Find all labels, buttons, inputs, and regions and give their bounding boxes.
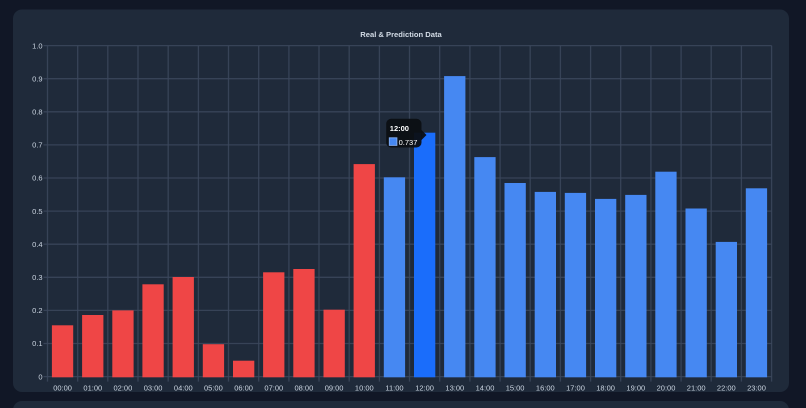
svg-text:23:00: 23:00 [747, 384, 766, 393]
svg-text:05:00: 05:00 [204, 384, 223, 393]
svg-text:14:00: 14:00 [476, 384, 495, 393]
svg-text:0.7: 0.7 [32, 141, 42, 150]
svg-text:01:00: 01:00 [83, 384, 102, 393]
svg-text:21:00: 21:00 [687, 384, 706, 393]
svg-text:18:00: 18:00 [596, 384, 615, 393]
svg-text:16:00: 16:00 [536, 384, 555, 393]
svg-text:09:00: 09:00 [325, 384, 344, 393]
svg-text:17:00: 17:00 [566, 384, 585, 393]
svg-text:0.5: 0.5 [32, 207, 42, 216]
svg-text:11:00: 11:00 [385, 384, 403, 393]
svg-text:Real & Prediction Data: Real & Prediction Data [360, 30, 442, 39]
svg-text:12:00: 12:00 [390, 124, 409, 133]
svg-text:20:00: 20:00 [657, 384, 676, 393]
svg-text:0.737: 0.737 [399, 138, 418, 147]
svg-text:04:00: 04:00 [174, 384, 193, 393]
svg-text:13:00: 13:00 [445, 384, 464, 393]
svg-text:0.1: 0.1 [32, 339, 42, 348]
svg-text:0: 0 [38, 372, 42, 381]
svg-text:00:00: 00:00 [53, 384, 72, 393]
svg-text:1.0: 1.0 [32, 41, 42, 50]
svg-text:15:00: 15:00 [506, 384, 525, 393]
svg-text:06:00: 06:00 [234, 384, 253, 393]
svg-text:22:00: 22:00 [717, 384, 736, 393]
svg-text:10:00: 10:00 [355, 384, 374, 393]
svg-text:0.6: 0.6 [32, 174, 42, 183]
svg-text:08:00: 08:00 [295, 384, 314, 393]
svg-text:0.2: 0.2 [32, 306, 42, 315]
svg-text:0.9: 0.9 [32, 74, 42, 83]
svg-text:03:00: 03:00 [144, 384, 163, 393]
svg-text:07:00: 07:00 [264, 384, 283, 393]
svg-text:12:00: 12:00 [415, 384, 434, 393]
svg-text:02:00: 02:00 [114, 384, 133, 393]
svg-text:0.8: 0.8 [32, 108, 42, 117]
svg-text:0.3: 0.3 [32, 273, 42, 282]
svg-text:19:00: 19:00 [626, 384, 645, 393]
svg-text:0.4: 0.4 [32, 240, 42, 249]
